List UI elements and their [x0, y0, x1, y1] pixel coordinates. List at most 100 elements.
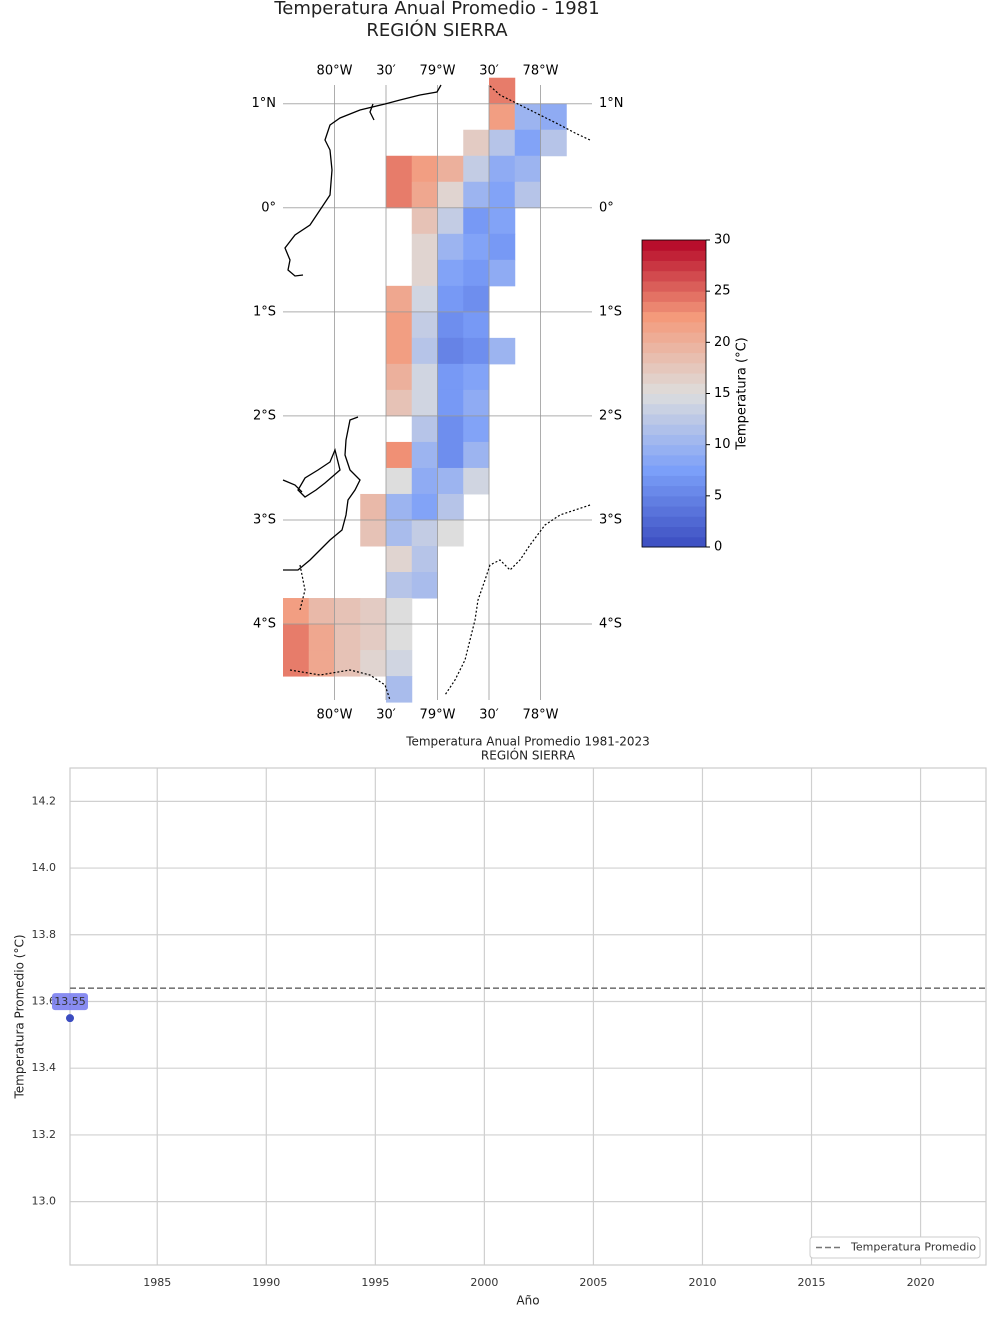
grid-cell — [386, 493, 413, 521]
grid-cell — [411, 493, 438, 521]
x-tick-label: 2020 — [907, 1276, 935, 1289]
grid-cell — [463, 181, 490, 209]
x-tick-label: 78°W — [523, 64, 559, 79]
grid-cell — [489, 233, 516, 261]
grid-cell — [437, 467, 464, 495]
grid-cell — [463, 389, 490, 417]
grid-cell — [386, 467, 413, 495]
grid-cell — [411, 259, 438, 287]
colorbar-tick-label: 25 — [714, 284, 731, 299]
colorbar-step — [642, 454, 706, 466]
y-tick-label: 13.6 — [32, 994, 57, 1007]
colorbar-step — [642, 352, 706, 364]
colorbar-tick-label: 15 — [714, 386, 731, 401]
colorbar-step — [642, 413, 706, 425]
colorbar-step — [642, 444, 706, 456]
y-tick-label: 3°S — [253, 512, 276, 527]
colorbar-step — [642, 311, 706, 323]
y-axis-label: Temperatura Promedio (°C) — [13, 934, 27, 1099]
y-tick-label: 3°S — [599, 512, 622, 527]
colorbar-step — [642, 403, 706, 415]
colorbar-step — [642, 362, 706, 374]
colorbar-step — [642, 465, 706, 476]
grid-cell — [437, 259, 464, 287]
grid-cell — [514, 103, 541, 131]
x-tick-label: 30′ — [376, 708, 396, 723]
grid-cell — [308, 598, 335, 625]
grid-cell — [411, 415, 438, 443]
colorbar-step — [642, 506, 706, 517]
grid-cell — [463, 233, 490, 261]
colorbar-step — [642, 280, 706, 292]
x-tick-label: 30′ — [376, 64, 396, 79]
grid-cell — [386, 572, 413, 599]
grid-cell — [411, 311, 438, 339]
grid-cell — [334, 650, 361, 677]
data-point — [66, 1014, 74, 1023]
y-tick-label: 2°S — [253, 408, 276, 423]
map-title: Temperatura Anual Promedio - 1981 — [273, 0, 599, 19]
y-tick-label: 13.0 — [32, 1195, 57, 1208]
y-tick-label: 14.2 — [32, 794, 57, 807]
grid-cell — [489, 337, 516, 365]
grid-cell — [386, 624, 413, 651]
y-tick-label: 13.8 — [32, 928, 57, 941]
coast-island — [297, 447, 341, 498]
y-tick-label: 1°N — [599, 96, 624, 111]
grid-cell — [489, 181, 516, 209]
colorbar-step — [642, 495, 706, 507]
colorbar-step — [642, 260, 706, 272]
colorbar-tick-label: 0 — [714, 540, 722, 555]
value-label: 13.55 — [54, 995, 86, 1008]
grid-cell — [437, 207, 464, 235]
grid-cell — [386, 519, 413, 547]
grid-cell — [437, 519, 464, 547]
grid-cell — [463, 441, 490, 469]
grid-cell — [386, 311, 413, 339]
grid-cell — [463, 467, 490, 495]
grid-cell — [411, 572, 438, 599]
y-tick-label: 1°S — [253, 304, 276, 319]
map-subtitle: REGIÓN SIERRA — [366, 19, 508, 41]
grid-cell — [283, 650, 310, 677]
x-tick-label: 2010 — [688, 1276, 716, 1289]
border-south — [289, 669, 391, 701]
grid-cell — [411, 545, 438, 573]
y-tick-label: 13.4 — [32, 1061, 57, 1074]
grid-cell — [386, 337, 413, 365]
grid-cell — [514, 129, 541, 157]
legend-frame — [809, 1236, 981, 1259]
x-tick-label: 79°W — [420, 708, 456, 723]
grid-cell — [360, 493, 387, 521]
x-tick-label: 78°W — [523, 708, 559, 723]
grid-cell — [386, 389, 413, 417]
grid-cell — [437, 441, 464, 469]
grid-cell — [360, 598, 387, 625]
colorbar-step — [642, 393, 706, 405]
coast-gulf — [283, 416, 361, 571]
grid-cell — [463, 207, 490, 235]
chart-subtitle: REGIÓN SIERRA — [481, 748, 576, 763]
coastline — [282, 84, 442, 571]
coast-north — [284, 84, 442, 277]
colorbar-tick-label: 10 — [714, 437, 731, 452]
colorbar-step — [642, 485, 706, 497]
grid-cell — [411, 155, 438, 183]
x-tick-label: 80°W — [317, 708, 353, 723]
heatmap — [283, 77, 567, 703]
colorbar-step — [642, 250, 706, 261]
grid-cell — [489, 155, 516, 183]
colorbar-step — [642, 270, 706, 282]
grid-cell — [463, 337, 490, 365]
grid-cell — [489, 129, 516, 157]
colorbar-step — [642, 434, 706, 446]
colorbar-step — [642, 536, 706, 548]
grid-cell — [463, 415, 490, 443]
grid-cell — [437, 181, 464, 209]
chart-title: Temperatura Anual Promedio 1981-2023 — [405, 735, 650, 749]
x-tick-label: 2015 — [798, 1276, 826, 1289]
y-tick-label: 14.0 — [32, 861, 57, 874]
grid-cell — [463, 363, 490, 391]
grid-cell — [437, 493, 464, 521]
x-tick-label: 80°W — [317, 64, 353, 79]
